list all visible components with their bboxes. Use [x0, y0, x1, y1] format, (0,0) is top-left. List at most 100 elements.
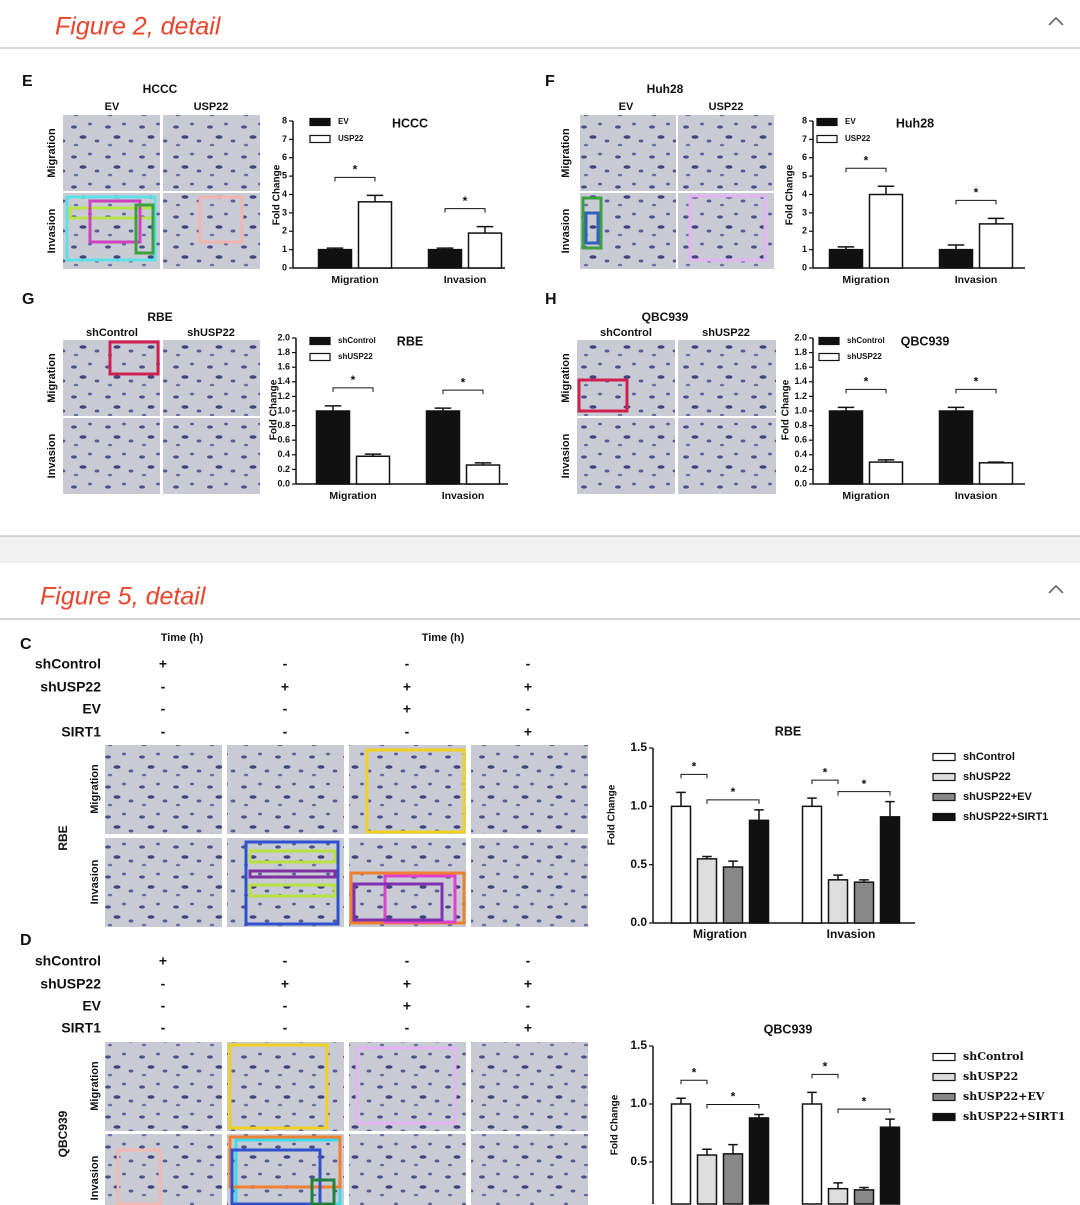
column-label: EV — [105, 101, 120, 113]
legend-label: shControl — [963, 1050, 1024, 1063]
bar — [853, 1189, 875, 1205]
y-tick-label: 0.4 — [277, 449, 290, 459]
significance-label: * — [351, 373, 356, 387]
error-bar — [947, 406, 965, 411]
legend-swatch — [816, 117, 838, 127]
error-bar — [837, 406, 855, 411]
condition-mark: - — [526, 998, 531, 1014]
highlight-box — [108, 340, 160, 376]
highlight-box — [383, 874, 457, 924]
condition-mark: - — [526, 656, 531, 672]
error-bar — [947, 244, 965, 250]
y-tick-label: 2 — [282, 226, 287, 236]
y-tick-label: 0.8 — [794, 420, 807, 430]
micrograph — [163, 115, 260, 191]
micrograph — [678, 340, 776, 416]
condition-mark: + — [524, 1020, 532, 1036]
significance-label: * — [862, 1094, 867, 1108]
bar — [827, 879, 849, 924]
y-tick-label: 1.6 — [794, 362, 807, 372]
significance-label: * — [731, 1090, 736, 1104]
micrograph — [678, 193, 774, 269]
error-bar — [728, 1143, 738, 1154]
condition-mark: - — [283, 656, 288, 672]
significance-label: * — [864, 375, 869, 389]
bar — [315, 410, 351, 485]
column-label: shUSP22 — [187, 327, 235, 339]
error-bar — [859, 879, 869, 883]
bar — [748, 819, 770, 924]
y-tick-label: 0 — [802, 262, 807, 272]
x-tick-label: Migration — [329, 490, 376, 502]
y-tick-label: 0.0 — [277, 478, 290, 488]
bar — [801, 805, 823, 924]
significance-label: * — [862, 777, 867, 791]
y-tick-label: 6 — [282, 152, 287, 162]
column-label: shControl — [86, 327, 138, 339]
y-tick-label: 1.5 — [630, 1038, 647, 1052]
significance-label: * — [353, 163, 358, 177]
significance-bracket — [955, 388, 997, 394]
legend-label: EV — [845, 117, 856, 126]
x-tick-label: Invasion — [444, 274, 487, 286]
legend-label: shUSP22+EV — [963, 791, 1032, 803]
error-bar — [436, 247, 454, 250]
significance-bracket — [332, 387, 374, 392]
collapse-button[interactable] — [1048, 584, 1064, 594]
legend-swatch — [932, 752, 956, 762]
bar — [978, 462, 1014, 485]
row-label: Invasion — [89, 1155, 101, 1200]
highlight-box — [134, 203, 155, 255]
column-label: USP22 — [709, 101, 744, 113]
bar — [467, 232, 503, 269]
error-bar — [885, 1118, 895, 1128]
y-tick-label: 1.5 — [630, 740, 647, 754]
bar — [828, 410, 864, 485]
y-tick-label: 1.6 — [277, 362, 290, 372]
highlight-box — [352, 882, 444, 922]
legend-label: shUSP22 — [338, 352, 373, 361]
bar — [868, 193, 904, 269]
row-label: Migration — [89, 764, 101, 814]
highlight-box — [65, 195, 157, 262]
panel-title: RBE — [147, 310, 172, 324]
condition-mark: - — [161, 998, 166, 1014]
significance-bracket — [837, 791, 891, 796]
highlight-box — [577, 378, 629, 413]
y-tick-label: 6 — [802, 152, 807, 162]
x-tick-label: Invasion — [827, 927, 876, 941]
condition-mark: - — [161, 724, 166, 740]
error-bar — [676, 791, 686, 807]
error-bar — [807, 797, 817, 807]
bar — [879, 1126, 901, 1205]
micrograph — [349, 1134, 466, 1205]
y-tick-label: 0.8 — [277, 420, 290, 430]
collapse-button[interactable] — [1048, 16, 1064, 26]
y-tick-label: 7 — [802, 134, 807, 144]
y-tick-label: 0.6 — [277, 435, 290, 445]
significance-label: * — [463, 194, 468, 208]
error-bar — [474, 462, 492, 466]
error-bar — [476, 225, 494, 234]
y-tick-label: 8 — [802, 115, 807, 125]
legend-swatch — [818, 336, 840, 346]
column-label: shUSP22 — [702, 327, 750, 339]
micrograph — [105, 1134, 222, 1205]
bar — [465, 464, 501, 485]
y-tick-label: 0.5 — [630, 1154, 647, 1168]
condition-name: SIRT1 — [61, 724, 101, 740]
y-tick-label: 4 — [802, 189, 807, 199]
error-bar — [877, 185, 895, 195]
y-tick-label: 4 — [282, 189, 287, 199]
y-tick-label: 0.0 — [794, 478, 807, 488]
legend-swatch — [309, 117, 331, 127]
significance-bracket — [811, 779, 839, 785]
significance-bracket — [845, 388, 887, 394]
error-bar — [754, 1113, 764, 1118]
legend-swatch — [932, 772, 956, 782]
condition-mark: - — [283, 724, 288, 740]
y-tick-label: 3 — [282, 207, 287, 217]
x-tick-label: Migration — [693, 927, 747, 941]
condition-mark: + — [281, 679, 289, 695]
